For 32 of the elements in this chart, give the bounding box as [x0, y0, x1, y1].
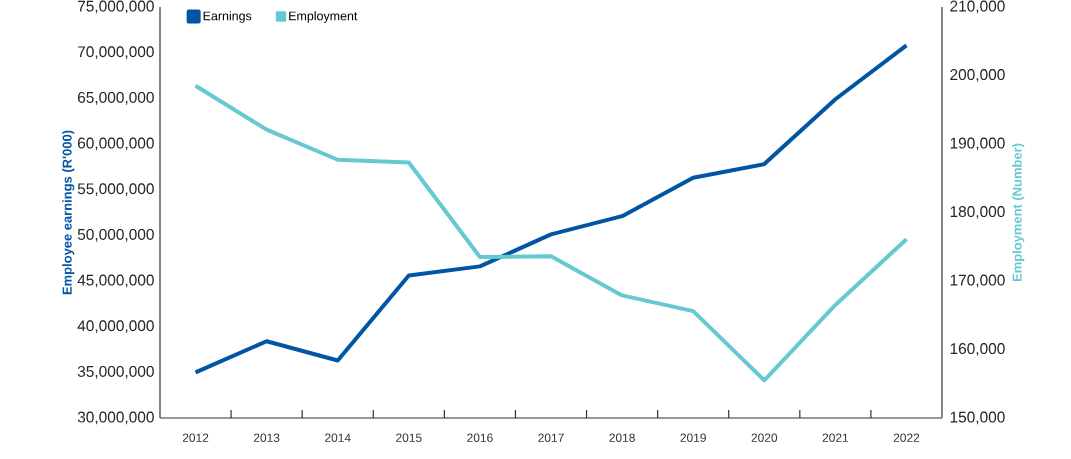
y-tick-label: 35,000,000 — [77, 365, 154, 379]
y-axis-title: Employee earnings (R'000) — [62, 130, 75, 295]
y-tick-label: 55,000,000 — [77, 183, 154, 197]
x-tick-label: 2022 — [893, 433, 920, 442]
y2-tick-label: 150,000 — [950, 411, 1005, 425]
x-tick-label: 2019 — [680, 433, 706, 442]
x-tick-label: 2015 — [396, 433, 422, 442]
y2-tick-label: 190,000 — [950, 137, 1005, 151]
x-tick-label: 2018 — [609, 433, 635, 442]
y2-tick-label: 200,000 — [950, 69, 1005, 82]
y-tick-label: 60,000,000 — [77, 137, 154, 151]
y-tick-label: 30,000,000 — [77, 411, 154, 425]
x-tick-label: 2020 — [751, 433, 778, 442]
y2-tick-label: 180,000 — [950, 206, 1005, 219]
legend-label: Employment — [289, 11, 358, 23]
x-tick-label: 2012 — [182, 433, 209, 442]
y2-tick-label: 170,000 — [950, 274, 1005, 288]
y2-tick-label: 210,000 — [950, 0, 1005, 14]
y-tick-label: 65,000,000 — [77, 91, 154, 105]
x-tick-label: 2021 — [822, 433, 849, 442]
x-tick-label: 2016 — [467, 433, 493, 442]
x-tick-label: 2017 — [538, 433, 564, 442]
y-tick-label: 75,000,000 — [77, 0, 154, 14]
y-tick-label: 40,000,000 — [77, 320, 154, 334]
x-tick-label: 2014 — [325, 433, 351, 442]
x-tick-label: 2013 — [253, 433, 280, 442]
legend-label: Earnings — [203, 11, 252, 23]
y-tick-label: 45,000,000 — [77, 274, 154, 288]
y2-tick-label: 160,000 — [950, 343, 1005, 356]
y-tick-label: 50,000,000 — [77, 228, 154, 242]
y2-axis-title: Employment (Number) — [1012, 143, 1025, 282]
y-tick-label: 70,000,000 — [77, 46, 154, 60]
